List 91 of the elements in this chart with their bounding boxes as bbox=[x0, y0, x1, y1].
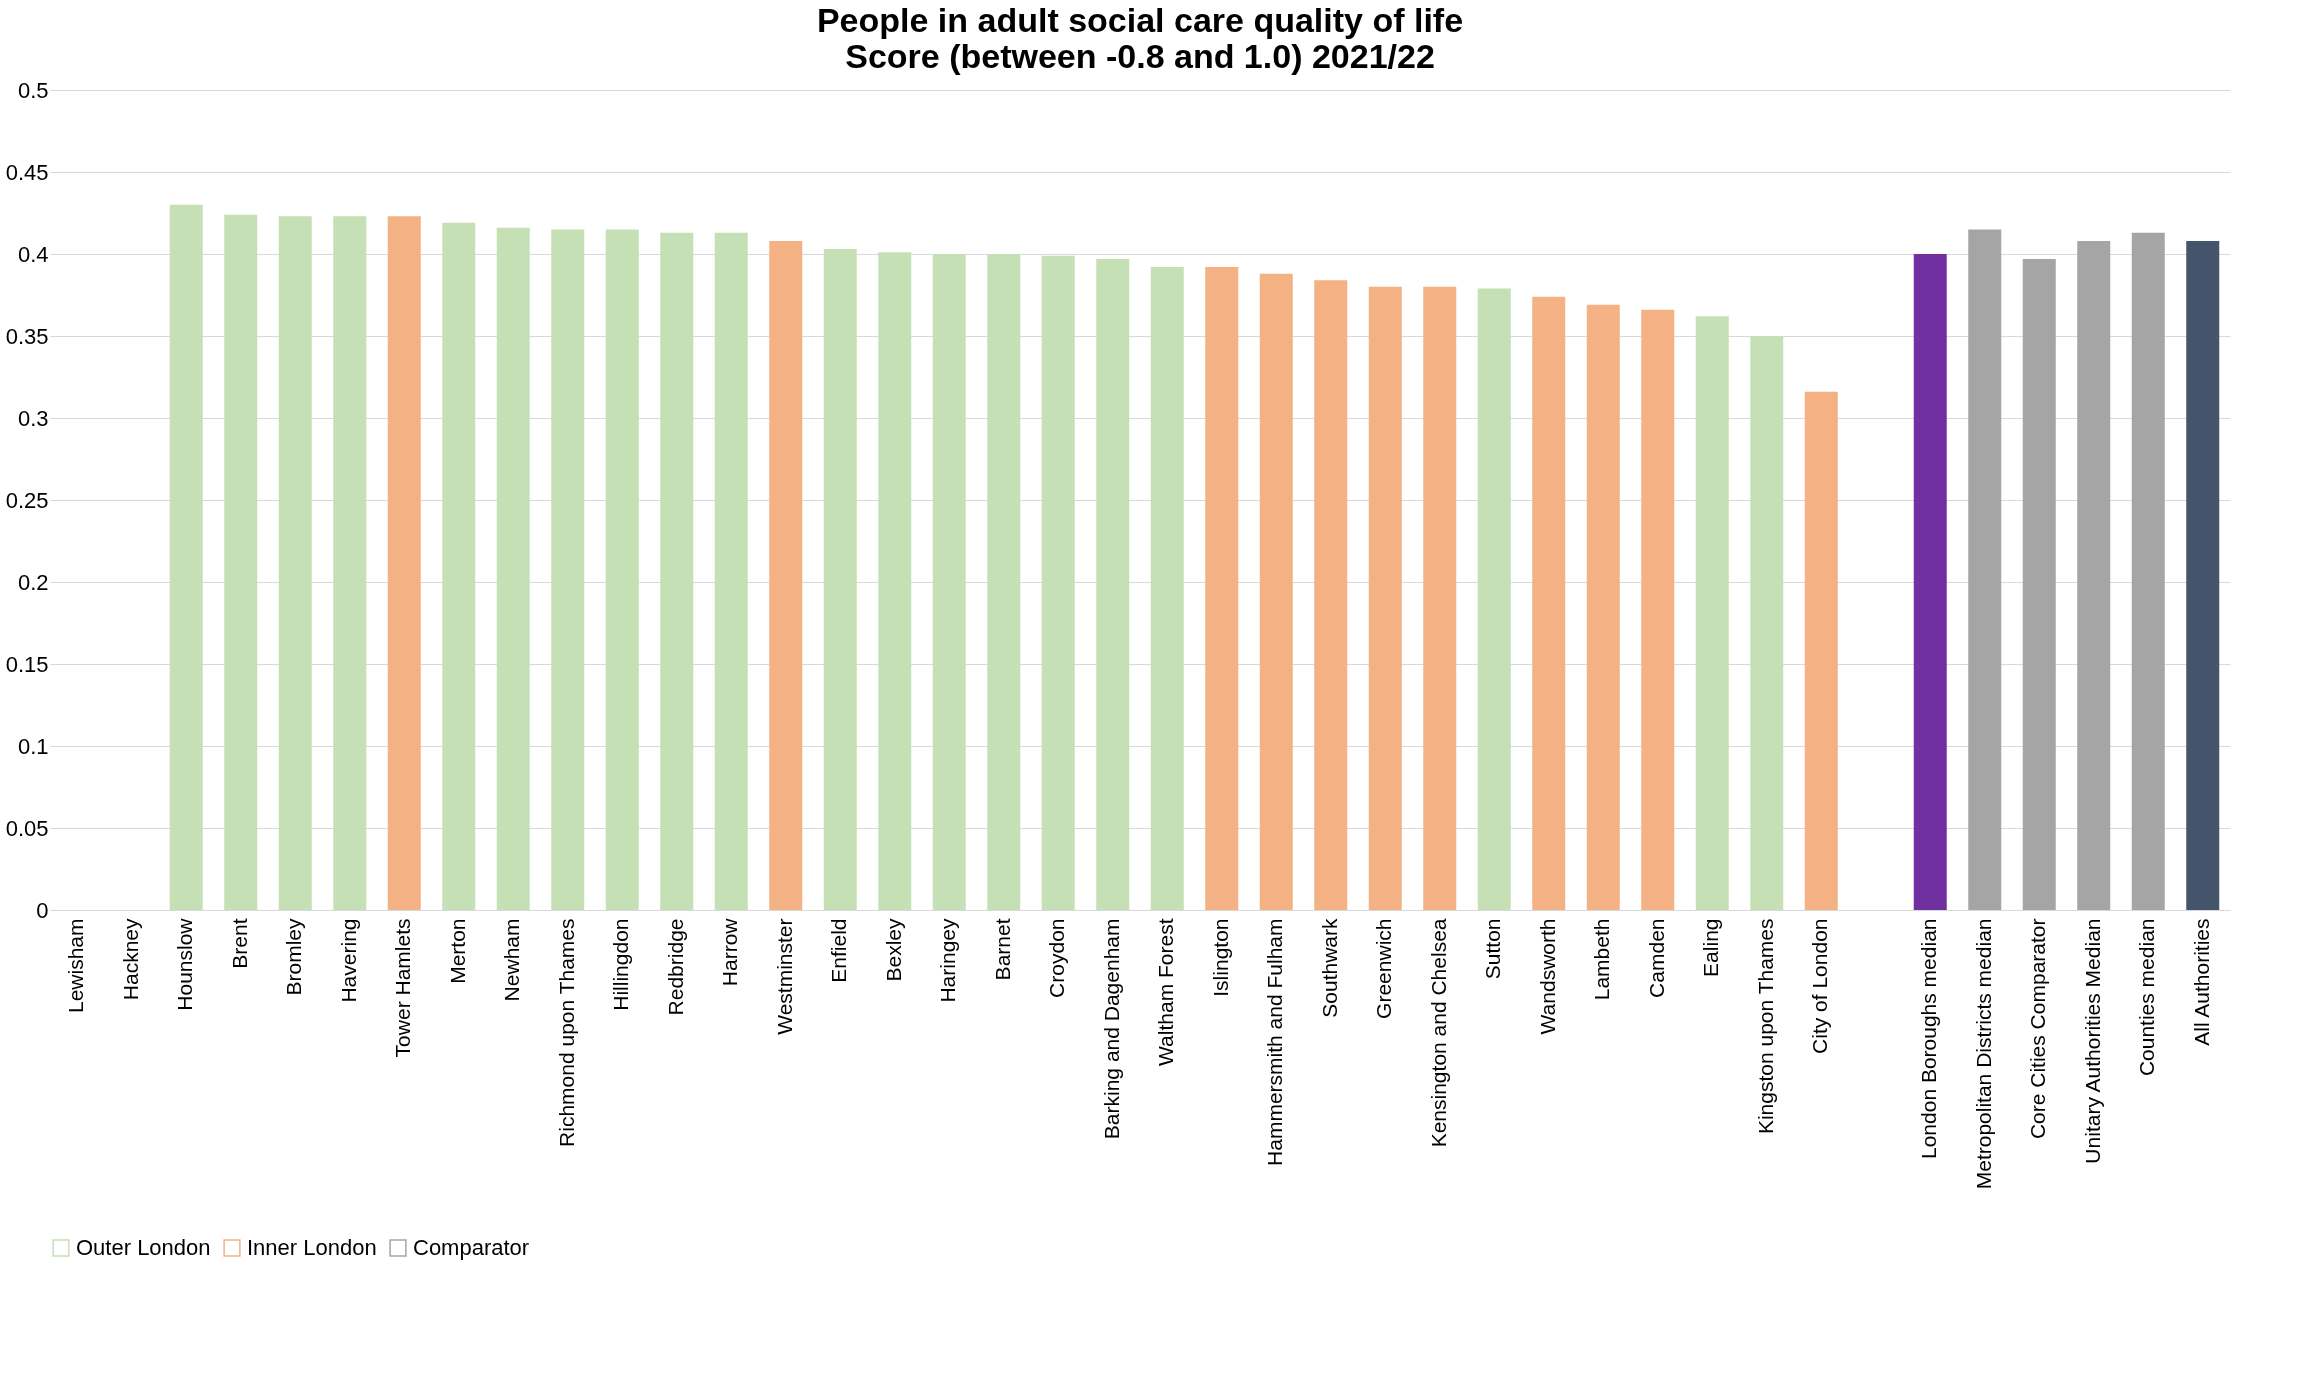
x-tick-label: Tower Hamlets bbox=[391, 918, 415, 1058]
bar bbox=[442, 222, 476, 910]
legend-label: Outer London bbox=[76, 1235, 211, 1260]
y-tick-label: 0.5 bbox=[17, 77, 49, 103]
y-tick-label: 0.1 bbox=[17, 733, 49, 759]
x-tick-label: Lambeth bbox=[1590, 918, 1614, 1001]
bar bbox=[1968, 229, 2002, 910]
y-tick-label: 0 bbox=[36, 897, 49, 923]
x-tick-label: Lewisham bbox=[64, 918, 88, 1014]
bar bbox=[169, 204, 203, 910]
bar bbox=[769, 240, 803, 910]
bar bbox=[714, 232, 748, 910]
x-tick-label: London Boroughs median bbox=[1917, 918, 1941, 1160]
bar bbox=[551, 229, 585, 910]
bar bbox=[1096, 258, 1130, 910]
bar bbox=[1205, 267, 1239, 910]
bar bbox=[496, 227, 530, 910]
y-tick-label: 0.2 bbox=[17, 569, 49, 595]
x-tick-label: Enfield bbox=[827, 918, 851, 983]
x-tick-label: Harrow bbox=[718, 917, 742, 987]
bar bbox=[1477, 288, 1511, 910]
x-tick-label: Hackney bbox=[118, 918, 142, 1001]
x-tick-label: City of London bbox=[1808, 918, 1832, 1054]
bar bbox=[1750, 336, 1784, 910]
bar bbox=[987, 254, 1021, 910]
y-tick-label: 0.05 bbox=[5, 815, 49, 841]
legend-label: Comparator bbox=[413, 1235, 530, 1260]
bar bbox=[1532, 296, 1566, 910]
x-tick-label: Islington bbox=[1208, 918, 1232, 997]
x-tick-label: Waltham Forest bbox=[1154, 918, 1178, 1066]
bar bbox=[605, 229, 639, 910]
bar bbox=[1586, 304, 1620, 910]
x-tick-label: Camden bbox=[1644, 918, 1668, 998]
x-tick-label: Wandsworth bbox=[1535, 918, 1559, 1035]
x-tick-label: All Authorities bbox=[2189, 918, 2213, 1046]
bar bbox=[333, 216, 367, 910]
x-tick-label: Brent bbox=[227, 918, 251, 969]
x-tick-label: Sutton bbox=[1481, 918, 1505, 980]
x-tick-label: Unitary Authorities Median bbox=[2080, 918, 2104, 1164]
x-tick-label: Metropolitan Districts median bbox=[1971, 918, 1995, 1190]
y-tick-label: 0.35 bbox=[5, 323, 49, 349]
bar bbox=[1314, 280, 1348, 910]
x-tick-label: Greenwich bbox=[1372, 918, 1396, 1019]
bar bbox=[2022, 258, 2056, 910]
y-tick-label: 0.4 bbox=[17, 241, 49, 267]
y-tick-label: 0.15 bbox=[5, 651, 49, 677]
x-tick-label: Ealing bbox=[1699, 918, 1723, 977]
x-tick-label: Hillingdon bbox=[609, 918, 633, 1011]
x-tick-label: Havering bbox=[336, 918, 360, 1003]
bar bbox=[878, 252, 912, 910]
bar bbox=[660, 232, 694, 910]
legend-label: Inner London bbox=[247, 1235, 377, 1260]
x-tick-label: Hounslow bbox=[173, 917, 197, 1011]
x-tick-label: Richmond upon Thames bbox=[554, 918, 578, 1147]
bar bbox=[1423, 286, 1457, 910]
x-tick-label: Southwark bbox=[1317, 918, 1341, 1018]
bar bbox=[1641, 309, 1675, 910]
x-tick-label: Newham bbox=[500, 918, 524, 1002]
x-tick-label: Barnet bbox=[990, 918, 1014, 981]
x-tick-label: Croydon bbox=[1045, 918, 1069, 998]
bar bbox=[2077, 240, 2111, 910]
bar bbox=[823, 249, 857, 910]
y-tick-label: 0.45 bbox=[5, 159, 49, 185]
bar bbox=[1804, 391, 1838, 910]
x-tick-label: Kingston upon Thames bbox=[1753, 918, 1777, 1135]
x-tick-label: Core Cities Comparator bbox=[2026, 918, 2050, 1140]
x-tick-label: Barking and Dagenham bbox=[1099, 918, 1123, 1140]
bar bbox=[387, 216, 421, 910]
bar bbox=[278, 216, 312, 910]
bar bbox=[224, 214, 258, 910]
text: People in adult social care quality of life bbox=[816, 1, 1464, 39]
bar bbox=[2186, 240, 2220, 910]
x-tick-label: Counties median bbox=[2135, 918, 2159, 1077]
x-tick-label: Hammersmith and Fulham bbox=[1263, 918, 1287, 1166]
bar bbox=[1695, 316, 1729, 910]
y-tick-label: 0.25 bbox=[5, 487, 49, 513]
bar bbox=[1041, 255, 1075, 910]
x-tick-label: Redbridge bbox=[663, 918, 687, 1016]
y-tick-label: 0.3 bbox=[17, 405, 49, 431]
x-tick-label: Kensington and Chelsea bbox=[1426, 918, 1450, 1148]
x-tick-label: Bromley bbox=[282, 918, 306, 996]
x-tick-label: Bexley bbox=[881, 918, 905, 982]
bar bbox=[1913, 254, 1947, 910]
x-tick-label: Westminster bbox=[772, 918, 796, 1035]
bar bbox=[1259, 273, 1293, 910]
bar bbox=[932, 254, 966, 910]
x-tick-label: Haringey bbox=[936, 918, 960, 1003]
bar bbox=[1368, 286, 1402, 910]
bar bbox=[1150, 267, 1184, 910]
x-tick-label: Merton bbox=[445, 918, 469, 984]
bar bbox=[2131, 232, 2165, 910]
